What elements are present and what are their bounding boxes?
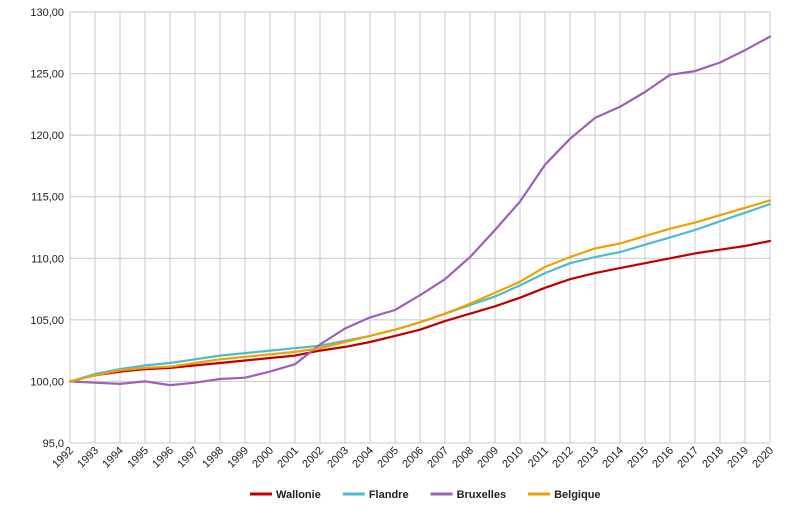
legend-item-bruxelles: Bruxelles — [430, 489, 507, 501]
series-lines — [68, 35, 772, 387]
x-tick-label: 2003 — [325, 445, 351, 471]
x-tick-label: 2014 — [600, 445, 626, 471]
x-tick-label: 1997 — [175, 445, 201, 471]
x-tick-label: 1994 — [100, 445, 126, 471]
x-tick-label: 2017 — [675, 445, 701, 471]
series-line-wallonie — [68, 239, 772, 383]
legend-label: Belgique — [554, 489, 600, 501]
x-tick-label: 2015 — [625, 445, 651, 471]
y-tick-label: 130,00 — [30, 7, 64, 19]
x-tick-label: 2013 — [575, 445, 601, 471]
y-tick-label: 110,00 — [31, 253, 64, 265]
series-line-belgique — [68, 199, 772, 383]
x-tick-label: 2018 — [700, 445, 726, 471]
y-tick-label: 125,00 — [30, 69, 64, 81]
x-tick-label: 1996 — [150, 445, 176, 471]
x-tick-label: 2000 — [250, 445, 276, 471]
x-tick-label: 2020 — [750, 445, 776, 471]
x-tick-label: 2016 — [650, 445, 676, 471]
x-tick-label: 1993 — [75, 445, 101, 471]
x-tick-label: 2019 — [725, 445, 751, 471]
x-tick-label: 2007 — [425, 445, 451, 471]
legend-label: Bruxelles — [457, 489, 507, 501]
legend-item-flandre: Flandre — [342, 489, 409, 501]
x-tick-label: 2012 — [550, 445, 576, 471]
legend-item-wallonie: Wallonie — [250, 489, 321, 501]
x-tick-label: 2009 — [475, 445, 501, 471]
legend-item-belgique: Belgique — [528, 489, 601, 501]
grid-lines — [69, 11, 771, 444]
x-tick-label: 2001 — [275, 445, 301, 471]
x-tick-label: 2008 — [450, 445, 476, 471]
y-tick-label: 100,00 — [30, 376, 64, 388]
y-tick-label: 115,00 — [31, 192, 64, 204]
legend-label: Wallonie — [276, 489, 321, 501]
x-tick-label: 2010 — [500, 445, 526, 471]
x-tick-label: 2006 — [400, 445, 426, 471]
y-tick-label: 105,00 — [30, 315, 64, 327]
x-tick-label: 1999 — [225, 445, 251, 471]
series-line-bruxelles — [68, 35, 772, 387]
x-axis-ticks: 1992 1993 1994 1995 1996 1997 1998 1999 2000 2001… — [50, 445, 776, 471]
y-tick-label: 95,0 — [43, 438, 64, 450]
x-tick-label: 1995 — [125, 445, 151, 471]
x-tick-label: 2004 — [350, 445, 376, 471]
y-axis-ticks: 95,0 100,00 105,00 110,00 115,00 120,00 125,00… — [30, 7, 64, 450]
y-tick-label: 120,00 — [30, 130, 64, 142]
x-tick-label: 2002 — [300, 445, 326, 471]
x-tick-label: 2005 — [375, 445, 401, 471]
legend-label: Flandre — [369, 489, 409, 501]
legend: Wallonie Flandre Bruxelles Belgique — [250, 489, 601, 501]
x-tick-label: 1998 — [200, 445, 226, 471]
x-tick-label: 2011 — [526, 445, 551, 470]
